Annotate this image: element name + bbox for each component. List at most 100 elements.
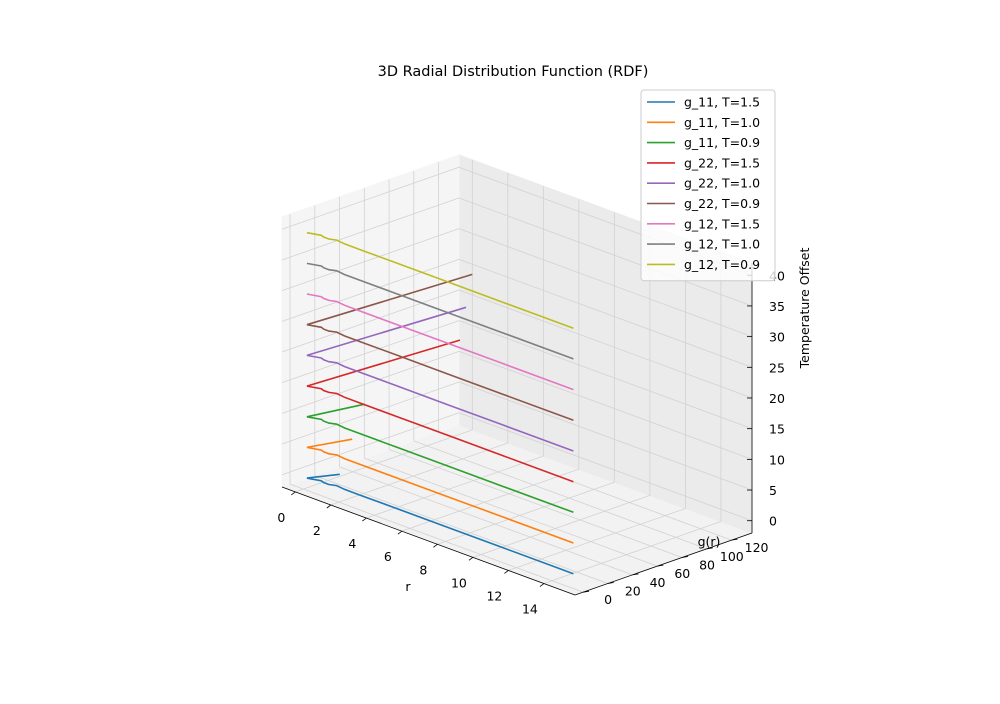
- z-tick-label: 20: [769, 391, 785, 406]
- y-gridline: [339, 466, 633, 576]
- series-line: [306, 262, 574, 360]
- z-tick-label: 35: [769, 299, 785, 314]
- x-tick: [326, 504, 332, 509]
- z-gridline: [281, 197, 460, 261]
- z-tick-label: 15: [769, 422, 785, 437]
- z-gridline: [458, 289, 753, 399]
- z-gridline: [281, 289, 460, 353]
- y-tick-label: 0: [604, 592, 612, 607]
- series-4: [306, 306, 574, 452]
- y-tick: [632, 573, 639, 576]
- chart-title: 3D Radial Distribution Function (RDF): [378, 64, 649, 80]
- series-spike: [306, 339, 461, 387]
- series-5: [306, 273, 574, 422]
- legend-label: g_12, T=1.5: [684, 216, 760, 231]
- y-tick: [657, 564, 664, 567]
- series-6: [306, 293, 574, 391]
- legend-label: g_11, T=0.9: [684, 135, 760, 150]
- y-tick-label: 40: [650, 575, 666, 590]
- x-tick: [397, 530, 403, 535]
- z-gridline: [458, 381, 753, 491]
- x-tick-label: 8: [419, 562, 427, 577]
- y-axis-line: [574, 532, 753, 596]
- x-tick: [539, 583, 545, 587]
- z-gridline: [458, 228, 753, 338]
- y-gridline: [364, 457, 658, 567]
- series-layer: [306, 231, 574, 575]
- z-gridline: [458, 197, 753, 307]
- legend-label: g_22, T=1.0: [684, 176, 760, 191]
- y-gridline: [314, 475, 608, 584]
- series-line: [306, 354, 574, 452]
- y-gridline: [388, 449, 683, 558]
- series-0: [306, 473, 574, 575]
- y-tick-label: 100: [720, 549, 744, 564]
- x-tick: [291, 491, 296, 496]
- series-line: [306, 385, 574, 483]
- legend-label: g_22, T=0.9: [684, 196, 760, 211]
- y-tick-label: 20: [625, 584, 641, 599]
- legend-label: g_12, T=1.0: [684, 237, 760, 252]
- legend-label: g_22, T=1.5: [684, 155, 760, 170]
- series-line: [306, 323, 574, 422]
- y-axis-label: g(r): [698, 534, 721, 549]
- z-tick-label: 30: [769, 330, 785, 345]
- y-tick: [731, 538, 738, 541]
- series-2: [306, 403, 574, 514]
- x-tick-label: 2: [313, 523, 321, 538]
- z-axis-label: Temperature Offset: [797, 248, 812, 370]
- series-spike: [306, 273, 473, 326]
- z-gridline: [458, 350, 753, 460]
- series-8: [306, 231, 574, 329]
- series-7: [306, 262, 574, 360]
- series-spike: [306, 473, 340, 479]
- legend-box: [640, 89, 776, 282]
- x-tick-label: 10: [451, 575, 467, 590]
- z-gridline: [458, 412, 753, 522]
- z-tick-label: 5: [769, 483, 777, 498]
- x-tick-label: 6: [384, 549, 392, 564]
- series-line: [306, 231, 574, 329]
- legend-label: g_11, T=1.0: [684, 115, 760, 130]
- z-gridline: [281, 258, 460, 322]
- x-tick-label: 4: [348, 536, 356, 551]
- z-gridline: [281, 166, 460, 230]
- y-tick: [582, 590, 590, 593]
- y-tick-label: 60: [674, 566, 690, 581]
- legend: g_11, T=1.5 g_11, T=1.0 g_11, T=0.9 g_22, T…: [640, 89, 776, 282]
- x-tick-label: 0: [277, 510, 285, 525]
- y-tick: [706, 547, 713, 550]
- x-tick: [433, 543, 438, 548]
- legend-label: g_11, T=1.5: [684, 95, 760, 110]
- y-tick: [682, 556, 689, 558]
- series-line: [306, 416, 574, 514]
- axis-ticks: 0246810121402040608010012005101520253035…: [277, 268, 785, 616]
- y-tick-label: 80: [699, 557, 715, 572]
- x-tick: [468, 557, 474, 561]
- y-gridline: [413, 440, 707, 550]
- legend-label: g_12, T=0.9: [684, 257, 760, 272]
- series-1: [306, 438, 574, 544]
- series-line: [306, 477, 574, 575]
- series-3: [306, 339, 574, 483]
- series-spike: [306, 438, 353, 449]
- x-tick: [504, 570, 509, 574]
- z-gridline: [458, 320, 753, 430]
- y-gridline: [289, 483, 584, 593]
- x-gridline: [295, 429, 473, 493]
- z-gridline: [281, 350, 460, 414]
- z-tick-label: 25: [769, 360, 785, 375]
- x-tick-label: 12: [486, 588, 502, 603]
- series-line: [306, 293, 574, 391]
- z-gridline: [458, 258, 753, 368]
- y-tick: [607, 582, 614, 584]
- z-gridline: [281, 228, 460, 292]
- y-tick-label: 120: [745, 540, 769, 555]
- x-tick-label: 14: [522, 602, 538, 617]
- z-tick-label: 10: [769, 452, 785, 467]
- z-gridline: [281, 412, 460, 476]
- series-spike: [306, 306, 467, 357]
- z-gridline: [281, 381, 460, 445]
